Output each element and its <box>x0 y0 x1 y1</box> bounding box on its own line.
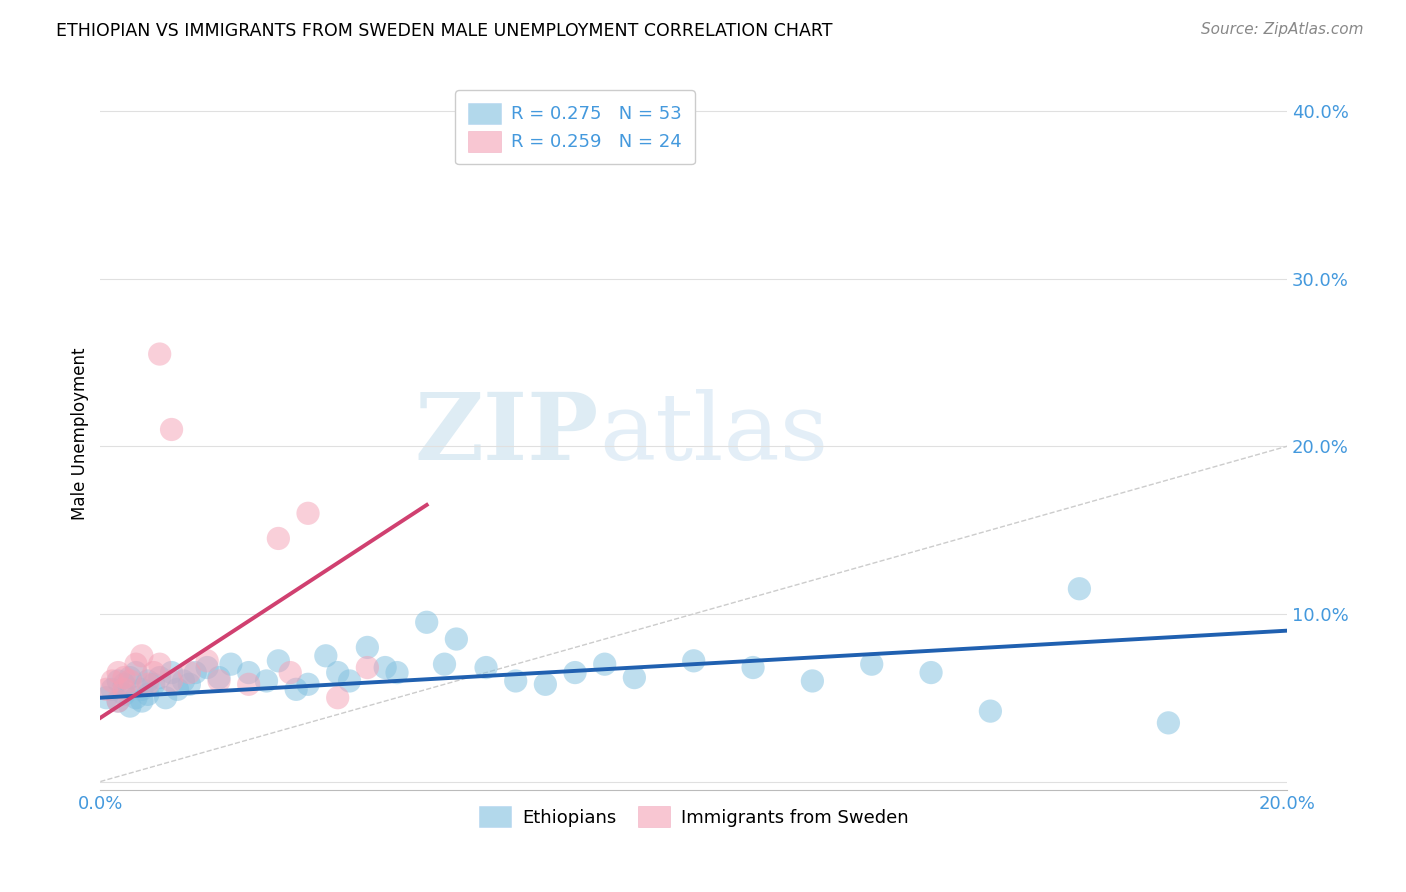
Point <box>208 673 231 688</box>
Point <box>682 654 704 668</box>
Point <box>742 660 765 674</box>
Point <box>166 682 188 697</box>
Point <box>172 673 194 688</box>
Point <box>136 673 159 688</box>
Point <box>195 654 218 668</box>
Text: ZIP: ZIP <box>415 389 599 479</box>
Point <box>505 673 527 688</box>
Point <box>160 422 183 436</box>
Point <box>564 665 586 680</box>
Point <box>107 694 129 708</box>
Point <box>179 677 201 691</box>
Point <box>1157 715 1180 730</box>
Point <box>385 665 408 680</box>
Point <box>433 657 456 672</box>
Point <box>149 671 172 685</box>
Point <box>208 671 231 685</box>
Point <box>101 682 124 697</box>
Point <box>118 699 141 714</box>
Point <box>149 657 172 672</box>
Point <box>326 690 349 705</box>
Point <box>356 640 378 655</box>
Text: atlas: atlas <box>599 389 828 479</box>
Point <box>155 690 177 705</box>
Point <box>107 694 129 708</box>
Point <box>96 682 118 697</box>
Point <box>131 648 153 663</box>
Point <box>107 665 129 680</box>
Point <box>285 682 308 697</box>
Point <box>256 673 278 688</box>
Point <box>219 657 242 672</box>
Point <box>446 632 468 646</box>
Point <box>195 660 218 674</box>
Point <box>160 665 183 680</box>
Point <box>315 648 337 663</box>
Point <box>593 657 616 672</box>
Point <box>142 665 165 680</box>
Point <box>179 665 201 680</box>
Point <box>112 687 135 701</box>
Point <box>107 673 129 688</box>
Point <box>415 615 437 630</box>
Point <box>131 682 153 697</box>
Legend: Ethiopians, Immigrants from Sweden: Ethiopians, Immigrants from Sweden <box>471 799 917 834</box>
Text: ETHIOPIAN VS IMMIGRANTS FROM SWEDEN MALE UNEMPLOYMENT CORRELATION CHART: ETHIOPIAN VS IMMIGRANTS FROM SWEDEN MALE… <box>56 22 832 40</box>
Point <box>297 677 319 691</box>
Point <box>326 665 349 680</box>
Point <box>125 665 148 680</box>
Point <box>534 677 557 691</box>
Point <box>131 694 153 708</box>
Point <box>860 657 883 672</box>
Point <box>160 673 183 688</box>
Point <box>1069 582 1091 596</box>
Point <box>149 347 172 361</box>
Point <box>125 657 148 672</box>
Point <box>623 671 645 685</box>
Point <box>267 532 290 546</box>
Point <box>184 665 207 680</box>
Point <box>238 677 260 691</box>
Point <box>112 671 135 685</box>
Point <box>142 677 165 691</box>
Point <box>238 665 260 680</box>
Point <box>339 673 361 688</box>
Point <box>125 690 148 705</box>
Point <box>920 665 942 680</box>
Text: Source: ZipAtlas.com: Source: ZipAtlas.com <box>1201 22 1364 37</box>
Point <box>801 673 824 688</box>
Point <box>112 682 135 697</box>
Point <box>118 673 141 688</box>
Point <box>118 671 141 685</box>
Point <box>475 660 498 674</box>
Point <box>374 660 396 674</box>
Point <box>136 687 159 701</box>
Point <box>112 677 135 691</box>
Point <box>979 704 1001 718</box>
Point <box>297 506 319 520</box>
Point <box>267 654 290 668</box>
Point <box>136 677 159 691</box>
Point <box>101 673 124 688</box>
Point <box>356 660 378 674</box>
Y-axis label: Male Unemployment: Male Unemployment <box>72 347 89 520</box>
Point <box>278 665 301 680</box>
Point <box>96 690 118 705</box>
